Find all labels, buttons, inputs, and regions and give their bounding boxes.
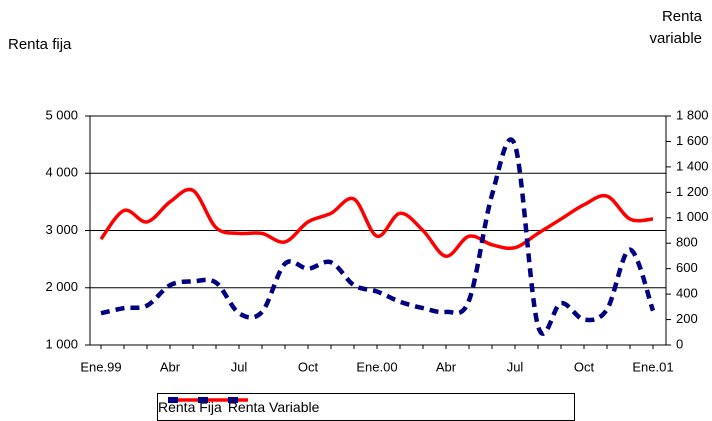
y-tick-label: 1 000 xyxy=(45,336,78,351)
x-tick-label: Oct xyxy=(574,359,595,374)
y2-tick-label: 0 xyxy=(676,336,683,351)
y2-tick-label: 1 200 xyxy=(676,184,709,199)
y2-tick-label: 1 800 xyxy=(676,107,709,122)
y2-axis-title: Renta variable xyxy=(649,8,702,47)
series-line xyxy=(100,137,656,336)
x-tick-label: Jul xyxy=(507,359,524,374)
y-tick-label: 3 000 xyxy=(45,222,78,237)
series-line xyxy=(99,187,654,259)
legend: Renta Fija Renta Variable xyxy=(157,393,575,421)
y2-tick-label: 1 400 xyxy=(676,158,709,173)
y2-tick-label: 600 xyxy=(676,260,698,275)
x-tick-label: Jul xyxy=(231,359,248,374)
y2-tick-label: 800 xyxy=(676,235,698,250)
y-axis-title: Renta fija xyxy=(8,36,72,53)
x-tick-label: Ene.01 xyxy=(632,359,673,374)
x-tick-label: Ene.99 xyxy=(80,359,121,374)
y2-tick-label: 1 600 xyxy=(676,133,709,148)
x-tick-label: Abr xyxy=(436,359,457,374)
y-tick-label: 5 000 xyxy=(45,107,78,122)
x-tick-label: Ene.00 xyxy=(356,359,397,374)
y-tick-label: 2 000 xyxy=(45,279,78,294)
legend-label: Renta Variable xyxy=(227,399,320,415)
x-tick-label: Oct xyxy=(298,359,319,374)
x-tick-label: Abr xyxy=(160,359,181,374)
y-tick-label: 4 000 xyxy=(45,165,78,180)
y2-tick-label: 1 000 xyxy=(676,209,709,224)
legend-swatch xyxy=(168,397,248,403)
y2-tick-label: 200 xyxy=(676,311,698,326)
y2-tick-label: 400 xyxy=(676,286,698,301)
